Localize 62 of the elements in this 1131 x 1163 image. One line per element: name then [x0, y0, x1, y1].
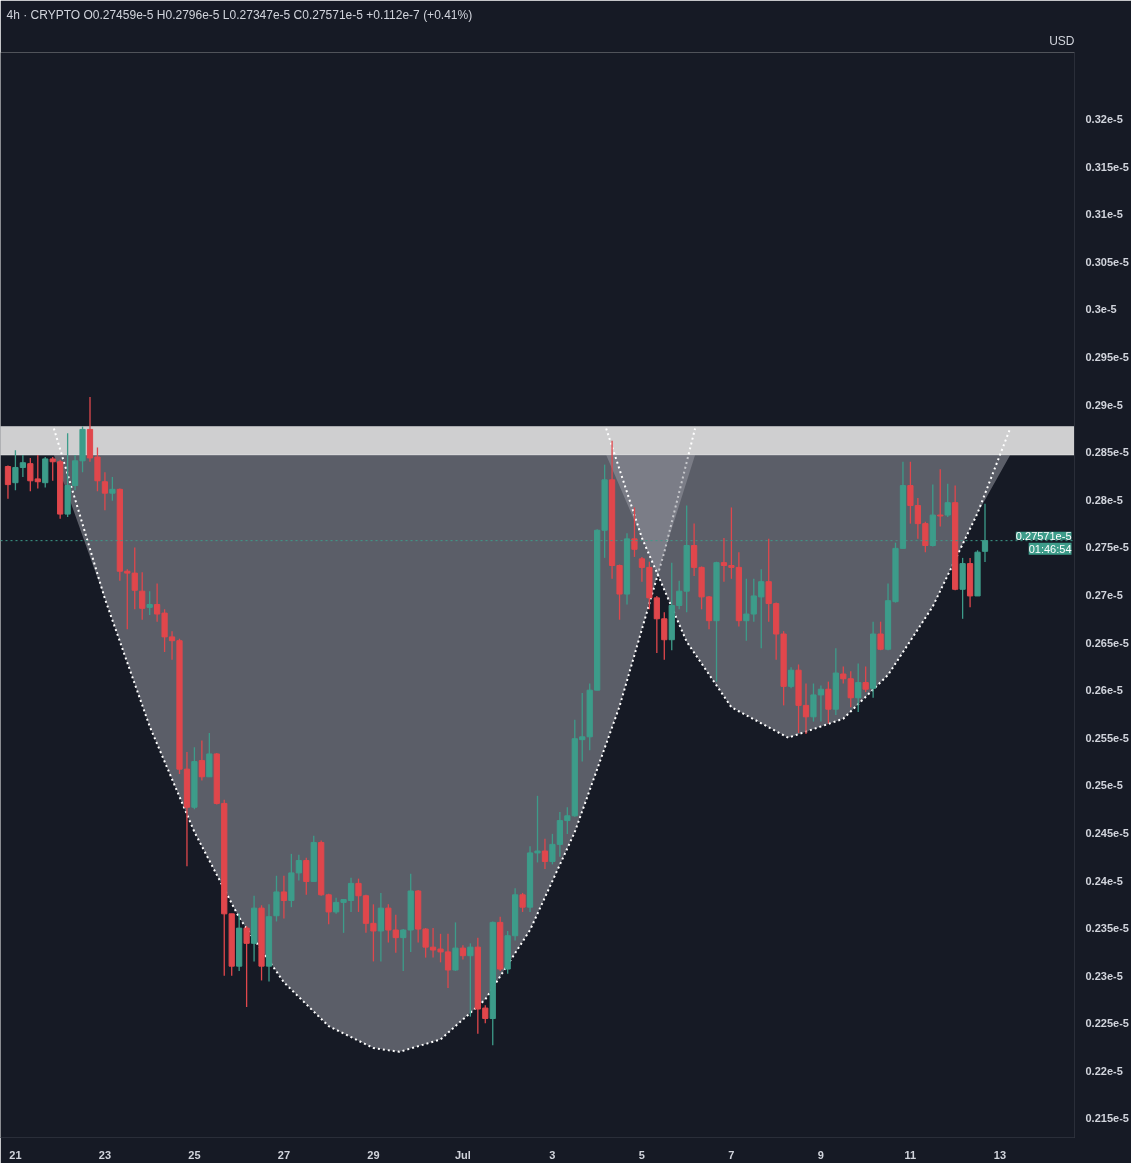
candlestick — [206, 732, 213, 778]
x-tick-label: 25 — [188, 1148, 201, 1161]
y-tick-label: 0.295e-5 — [1085, 351, 1129, 364]
candlestick — [243, 925, 250, 1008]
text: USD — [1049, 33, 1075, 48]
y-tick-label: 0.305e-5 — [1085, 255, 1129, 268]
candlestick — [452, 921, 459, 972]
x-tick-label: Jul — [454, 1148, 471, 1161]
annotation: 01:46:54 — [1028, 542, 1072, 555]
candlestick — [937, 468, 944, 528]
candlestick — [42, 456, 49, 489]
candlestick — [974, 549, 981, 597]
x-tick-label: 29 — [367, 1148, 380, 1161]
candlestick — [489, 920, 496, 1046]
x-tick-label: 11 — [904, 1148, 917, 1161]
y-tick-label: 0.315e-5 — [1085, 160, 1129, 173]
y-tick-label: 0.285e-5 — [1085, 446, 1129, 459]
candlestick — [713, 561, 720, 683]
candlestick — [519, 892, 526, 913]
candlestick — [109, 476, 116, 502]
y-tick-label: 0.3e-5 — [1085, 303, 1117, 316]
candlestick — [959, 557, 966, 620]
candlestick — [825, 680, 832, 725]
candlestick — [303, 857, 310, 896]
x-tick-label: 21 — [9, 1148, 22, 1161]
candlestick — [146, 590, 153, 616]
y-tick-label: 0.27e-5 — [1085, 589, 1123, 601]
y-tick-label: 0.26e-5 — [1085, 684, 1123, 697]
candlestick — [944, 482, 951, 518]
x-tick-label: 3 — [549, 1148, 556, 1161]
y-tick-label: 0.265e-5 — [1085, 636, 1129, 649]
y-tick-label: 0.28e-5 — [1085, 493, 1123, 506]
candlestick — [877, 621, 884, 651]
y-tick-label: 0.215e-5 — [1085, 1112, 1129, 1125]
x-tick-label: 5 — [638, 1148, 645, 1161]
candlestick — [631, 506, 638, 558]
candlestick — [862, 665, 869, 693]
x-tick-label: 23 — [98, 1148, 112, 1161]
y-tick-label: 0.29e-5 — [1085, 398, 1123, 411]
y-tick-label: 0.24e-5 — [1085, 874, 1123, 887]
candlestick — [467, 942, 474, 1018]
y-tick-label: 0.235e-5 — [1085, 922, 1129, 935]
candlestick — [325, 893, 332, 925]
y-tick-label: 0.32e-5 — [1085, 113, 1123, 126]
x-tick-label: 13 — [993, 1148, 1007, 1161]
candlestick — [310, 835, 317, 883]
y-tick-label: 0.255e-5 — [1085, 731, 1129, 744]
y-tick-label: 0.25e-5 — [1085, 779, 1123, 792]
y-tick-label: 0.275e-5 — [1085, 541, 1129, 554]
candlestick — [273, 875, 280, 923]
candlestick — [258, 904, 265, 982]
y-tick-label: 0.23e-5 — [1085, 969, 1123, 982]
candlestick — [191, 746, 198, 810]
y-tick-label: 0.225e-5 — [1085, 1017, 1129, 1030]
y-tick-label: 0.22e-5 — [1085, 1064, 1123, 1077]
x-tick-label: 7 — [728, 1148, 735, 1161]
text: 4h · CRYPTO O0.27459e-5 H0.2796e-5 L0.27347e-5 C0.27571e-5 +0.112e-7 (+0.41%) — [6, 7, 473, 22]
x-tick-label: 27 — [277, 1148, 291, 1161]
ref-line-label: 0.27571e-5 — [1015, 529, 1072, 542]
x-tick-label: 9 — [817, 1148, 824, 1161]
y-tick-label: 0.31e-5 — [1085, 208, 1123, 221]
y-tick-label: 0.245e-5 — [1085, 826, 1129, 839]
